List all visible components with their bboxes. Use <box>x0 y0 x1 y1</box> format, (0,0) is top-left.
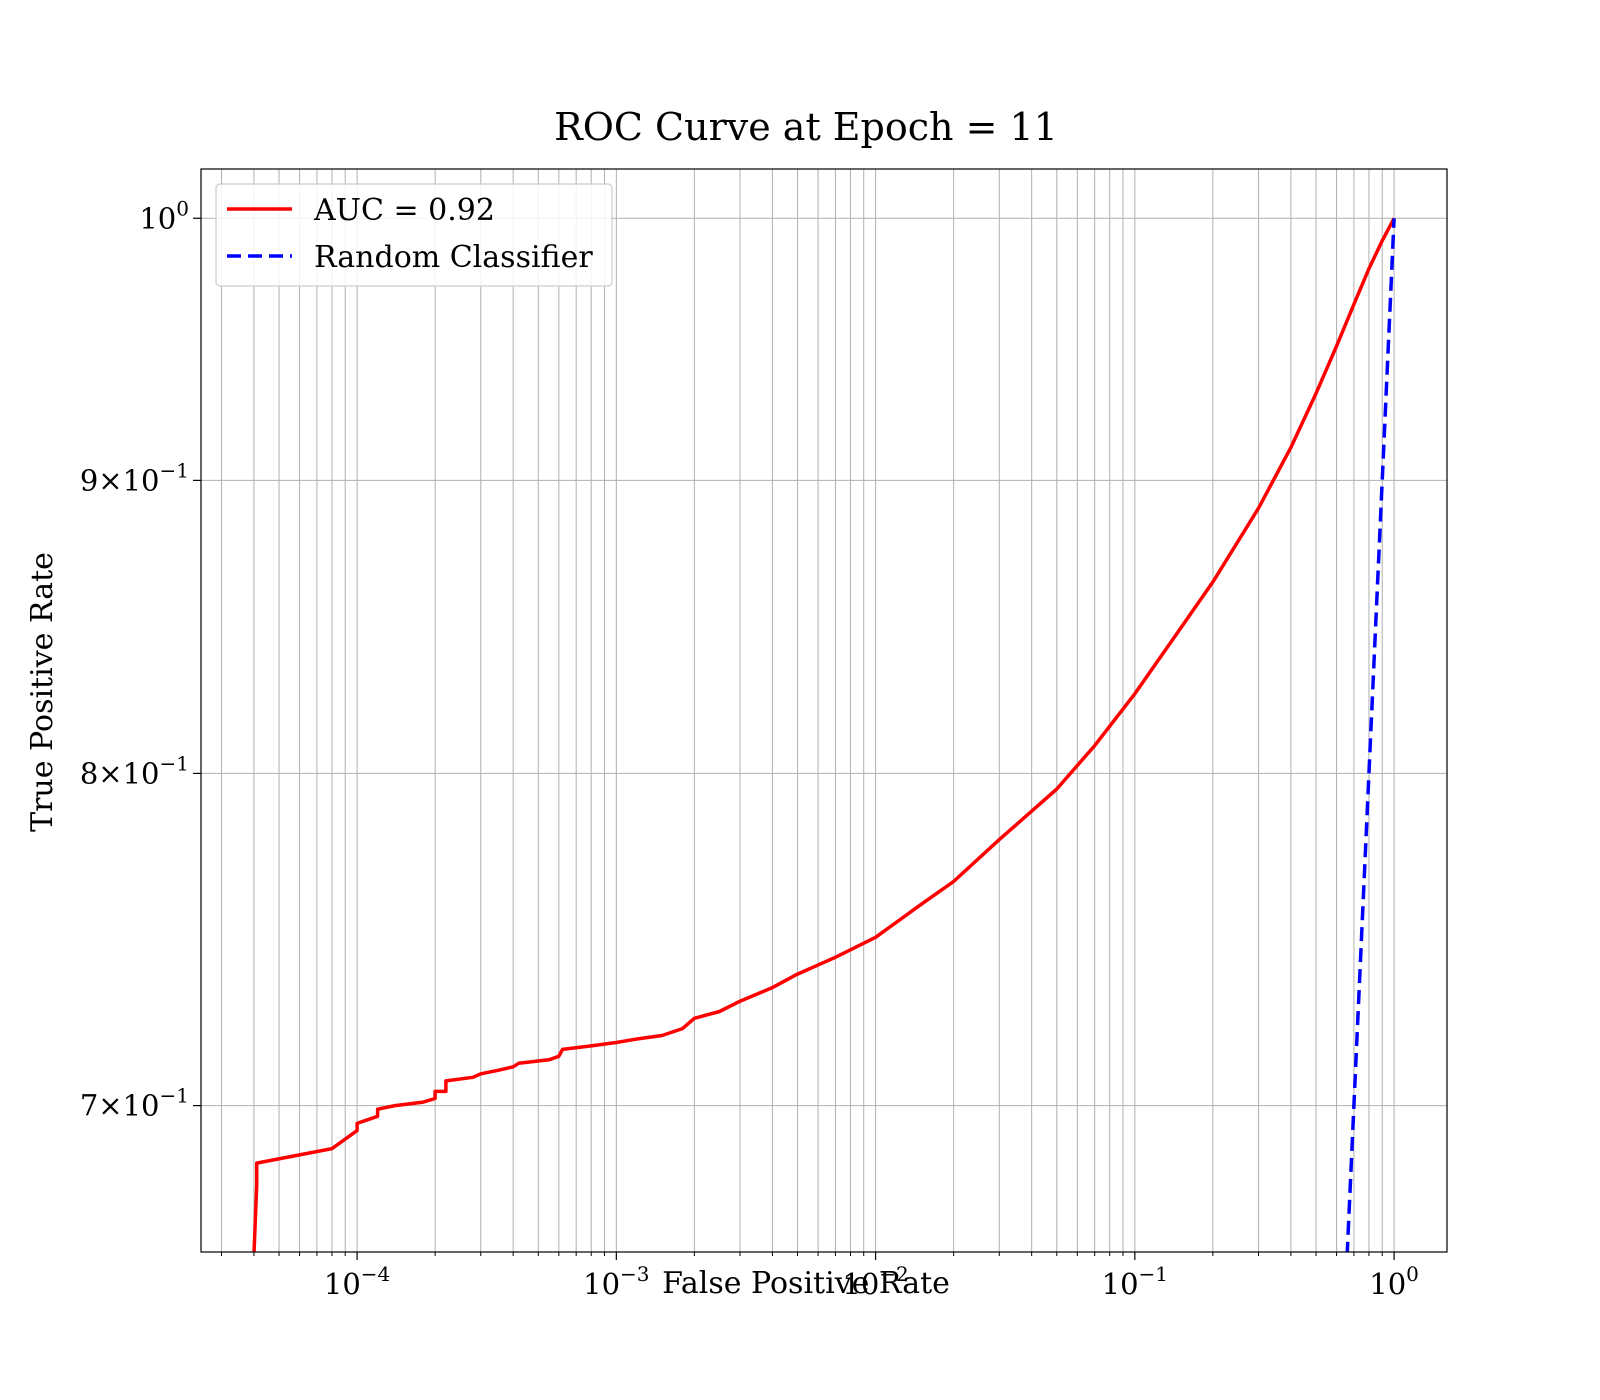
y-tick-label: 7×10−1 <box>80 1084 189 1123</box>
legend-box <box>215 183 613 287</box>
random-classifier-line <box>1345 218 1396 1252</box>
roc-curve-line <box>252 217 1396 1252</box>
y-axis-label: True Positive Rate <box>25 552 60 832</box>
plot-lines <box>252 217 1396 1252</box>
minor-grid <box>221 169 1383 1256</box>
y-tick-label: 9×10−1 <box>80 458 189 497</box>
legend: AUC = 0.92 Random Classifier <box>215 183 613 287</box>
x-tick-label: 10−3 <box>583 1262 649 1301</box>
x-tick-label: 10−1 <box>1102 1262 1168 1301</box>
major-grid <box>201 169 1447 1252</box>
chart-title: ROC Curve at Epoch = 11 <box>554 105 1058 149</box>
plot-frame <box>200 168 1448 1253</box>
legend-label-random: Random Classifier <box>314 240 593 275</box>
x-tick-label: 10−4 <box>324 1262 390 1301</box>
y-tick-label: 100 <box>139 196 189 235</box>
y-axis-ticks: 100 9×10−1 8×10−1 7×10−1 <box>80 196 201 1123</box>
x-tick-label: 100 <box>1369 1262 1419 1301</box>
x-axis-label: False Positive Rate <box>662 1266 950 1301</box>
legend-label-auc: AUC = 0.92 <box>313 193 495 228</box>
x-tick-label: 10−2 <box>842 1262 908 1301</box>
y-tick-label: 8×10−1 <box>80 751 189 790</box>
